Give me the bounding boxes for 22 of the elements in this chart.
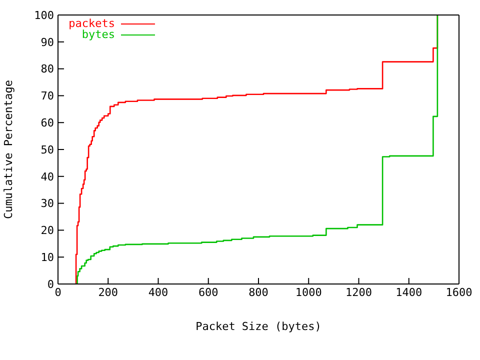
y-tick-label: 40: [40, 170, 54, 184]
y-tick-label: 60: [40, 116, 54, 130]
x-axis-title: Packet Size (bytes): [196, 320, 322, 333]
legend-label: packets: [68, 17, 115, 30]
y-tick-label: 70: [40, 90, 54, 103]
x-tick-label: 1400: [396, 286, 422, 299]
y-axis-title: Cumulative Percentage: [2, 80, 15, 220]
y-tick-label: 30: [40, 197, 54, 210]
y-tick-label: 20: [40, 224, 54, 238]
x-tick-label: 1600: [446, 286, 472, 299]
x-tick-label: 1200: [346, 286, 372, 299]
y-tick-label: 100: [34, 8, 54, 22]
y-tick-label: 90: [40, 36, 54, 49]
legend-label: bytes: [82, 28, 115, 41]
x-tick-label: 200: [98, 286, 118, 299]
x-tick-label: 600: [198, 286, 218, 299]
y-tick-label: 50: [40, 143, 54, 156]
x-tick-label: 400: [148, 286, 168, 299]
y-tick-label: 10: [40, 251, 54, 264]
y-tick-label: 80: [40, 62, 54, 76]
x-tick-label: 800: [248, 286, 268, 299]
x-tick-label: 1000: [295, 286, 322, 299]
